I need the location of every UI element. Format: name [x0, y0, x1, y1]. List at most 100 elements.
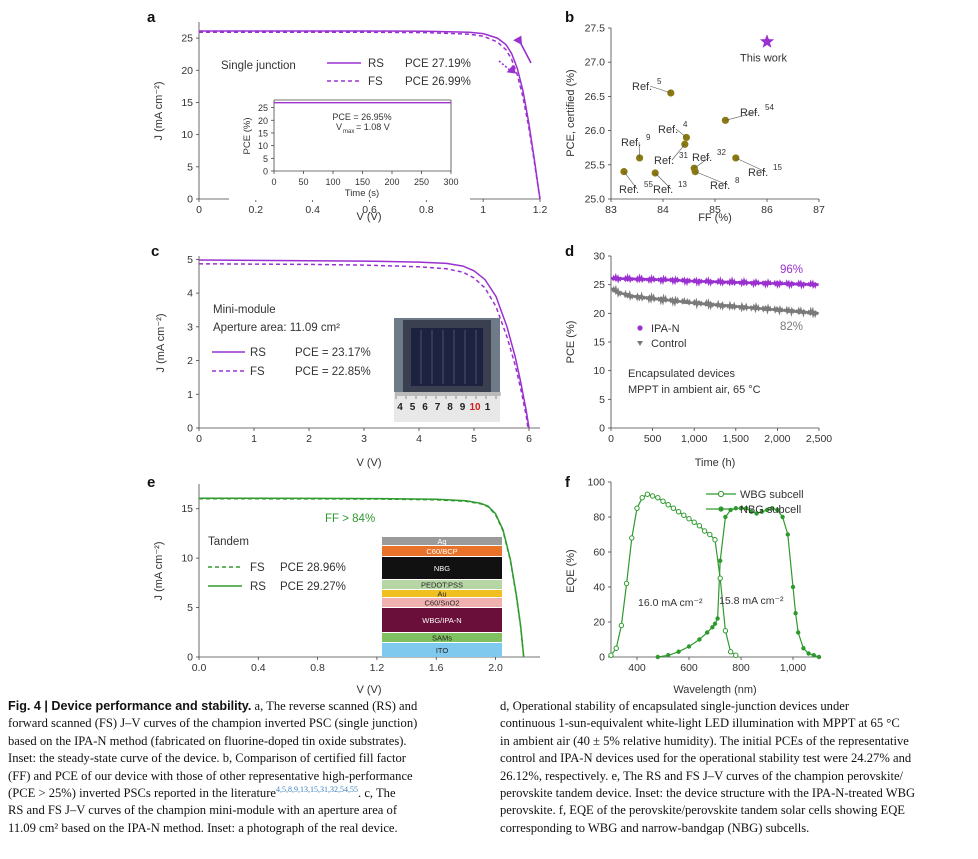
- x-tick-label: 0.4: [305, 204, 320, 216]
- x-tick-label: 800: [732, 662, 750, 674]
- caption-line: based on the IPA-N method (fabricated on…: [8, 733, 407, 748]
- y-tick-label: 25.5: [585, 159, 606, 171]
- x-tick-label: 0.8: [310, 662, 325, 674]
- nbg-point: [801, 646, 806, 651]
- stack-layer-label: Au: [437, 590, 446, 599]
- point-label: Ref.: [658, 124, 678, 136]
- legend-control-marker: [637, 341, 643, 346]
- y-tick-label: 5: [187, 254, 193, 266]
- ruler-number: 7: [435, 402, 441, 413]
- wbg-point: [639, 495, 645, 501]
- x-tick-label: 0.0: [192, 662, 207, 674]
- x-tick-label: 1.6: [429, 662, 444, 674]
- point-label: Ref.: [619, 184, 639, 196]
- caption-line: . c, The: [358, 786, 396, 801]
- caption-refs-link[interactable]: 4,5,8,9,13,15,31,32,54,55: [276, 784, 359, 794]
- stack-layer-label: PEDOT:PSS: [421, 581, 463, 590]
- caption-line: RS and FS J–V curves of the champion min…: [8, 803, 398, 818]
- inset-background: [229, 96, 470, 200]
- x-tick-label: 400: [628, 662, 646, 674]
- ruler: [394, 392, 500, 422]
- y-tick-label: 60: [593, 547, 605, 559]
- stack-layer: [382, 580, 502, 589]
- y-axis-label: J (mA cm⁻²): [153, 542, 165, 601]
- x-tick-label: 83: [605, 204, 617, 216]
- x-tick-label: 0: [196, 433, 202, 445]
- wbg-point: [634, 505, 640, 511]
- caption-line: continuous 1-sun-equivalent white-light …: [500, 716, 900, 731]
- x-tick-label: 100: [325, 177, 340, 187]
- nbg-point: [749, 509, 754, 514]
- x-tick-label: 600: [680, 662, 698, 674]
- point-label: Ref.: [740, 107, 760, 119]
- caption-line: corresponding to WBG and narrow-bandgap …: [500, 820, 810, 835]
- leader-line: [694, 156, 711, 169]
- nbg-point: [710, 625, 715, 630]
- stack-layer: [382, 546, 502, 556]
- stack-layer-label: SAMs: [432, 634, 452, 643]
- module-photo: 4 5 6 7 8 9 10 1: [394, 318, 501, 422]
- wbg-point: [686, 516, 692, 522]
- nbg-point: [775, 507, 780, 513]
- y-tick-label: 15: [593, 337, 605, 349]
- caption-line: 11.09 cm² based on the IPA-N method. Ins…: [8, 820, 398, 835]
- caption-line: perovskite tandem device. Inset: the dev…: [500, 786, 916, 801]
- legend-wbg-label: WBG subcell: [740, 489, 804, 501]
- x-tick-label: 150: [355, 177, 370, 187]
- inset-y-label: PCE (%): [242, 118, 253, 155]
- point-label-ref: 15: [773, 163, 782, 172]
- stack-layer: [382, 598, 502, 607]
- y-tick-label: 25: [181, 33, 193, 45]
- nbg-point: [770, 506, 775, 511]
- x-tick-label: 250: [414, 177, 429, 187]
- wbg-point: [691, 519, 697, 525]
- point-label-ref: 55: [644, 180, 653, 189]
- legend-rs-label: RS: [250, 581, 266, 593]
- nbg-point: [796, 630, 801, 635]
- y-tick-label: 0: [263, 167, 268, 177]
- y-tick-label: 15: [181, 97, 193, 109]
- x-tick-label: 1: [251, 433, 257, 445]
- caption-line: forward scanned (FS) J–V curves of the c…: [8, 716, 418, 731]
- stack-layer: [382, 643, 502, 657]
- this-work-star: [759, 34, 775, 48]
- point-label: Ref.: [710, 180, 730, 192]
- x-axis-label: Time (h): [695, 457, 736, 469]
- wbg-point: [644, 491, 651, 497]
- wbg-point: [670, 505, 677, 511]
- wbg-point: [733, 652, 739, 658]
- panel-letter: b: [565, 9, 574, 26]
- caption-line: (FF) and PCE of our device with those of…: [8, 768, 413, 783]
- x-tick-label: 5: [471, 433, 477, 445]
- caption-left: Fig. 4 | Device performance and stabilit…: [8, 698, 488, 837]
- ruler-number: 9: [460, 402, 466, 413]
- nbg-point: [759, 509, 764, 514]
- stack-layer: [382, 537, 502, 545]
- x-tick-label: 0.2: [249, 204, 264, 216]
- x-tick-label: 0.8: [419, 204, 434, 216]
- x-tick-label: 87: [813, 204, 825, 216]
- legend-rs-pce: PCE 29.27%: [280, 581, 346, 593]
- legend-rs-label: RS: [368, 58, 384, 70]
- legend-wbg-marker: [717, 490, 725, 498]
- legend-title: Single junction: [221, 60, 296, 72]
- point-label-ref: 32: [717, 148, 726, 157]
- y-axis-label: PCE (%): [565, 321, 577, 364]
- y-tick-label: 10: [258, 141, 268, 151]
- y-tick-label: 20: [593, 308, 605, 320]
- wbg-point: [681, 512, 687, 518]
- point-label-ref: 13: [678, 180, 687, 189]
- x-tick-label: 0: [196, 204, 202, 216]
- ruler-number: 8: [447, 402, 453, 413]
- y-tick-label: 26.5: [585, 91, 606, 103]
- y-tick-label: 20: [181, 65, 193, 77]
- y-tick-label: 0: [187, 194, 193, 206]
- y-tick-label: 15: [181, 503, 193, 515]
- y-tick-label: 25: [258, 103, 268, 113]
- nbg-point: [666, 653, 671, 658]
- legend-fs-label: FS: [250, 562, 265, 574]
- wbg-point: [675, 509, 682, 515]
- legend-ipa-n-label: IPA-N: [651, 323, 680, 335]
- y-axis-label: EQE (%): [565, 549, 577, 592]
- legend-nbg-marker: [718, 506, 724, 512]
